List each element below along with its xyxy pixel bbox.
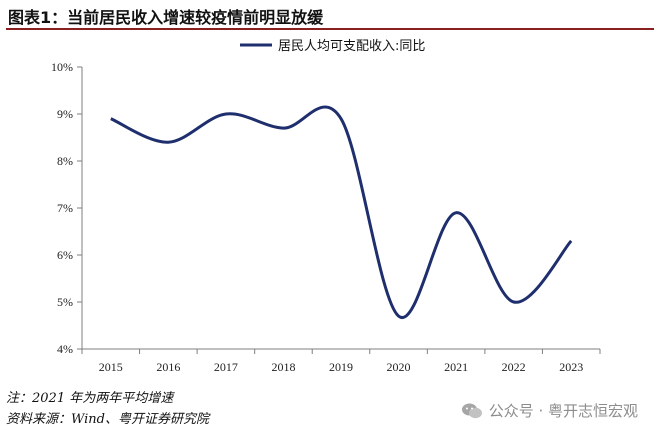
x-tick-label: 2023 xyxy=(559,360,583,374)
axes xyxy=(81,67,600,350)
x-tick-label: 2015 xyxy=(99,360,123,374)
x-tick-label: 2020 xyxy=(387,360,411,374)
x-axis-ticks: 2015 2016 2017 2018 2019 2020 2021 2022 2023 xyxy=(81,349,601,374)
x-tick-label: 2016 xyxy=(156,360,180,374)
wechat-icon xyxy=(461,402,483,420)
title-divider xyxy=(6,28,654,30)
y-tick-label: 7% xyxy=(57,201,73,215)
y-tick-label: 10% xyxy=(51,60,73,74)
legend: 居民人均可支配收入:同比 xyxy=(240,39,425,54)
watermark: 公众号 · 粤开志恒宏观 xyxy=(461,400,638,421)
x-tick-label: 2021 xyxy=(444,360,468,374)
series-line-income-growth xyxy=(110,105,573,319)
y-tick-label: 9% xyxy=(57,107,73,121)
chart-title: 图表1：当前居民收入增速较疫情前明显放缓 xyxy=(8,8,324,27)
source-note: 资料来源：Wind、粤开证券研究院 xyxy=(6,412,209,427)
x-tick-label: 2017 xyxy=(214,360,238,374)
x-tick-label: 2022 xyxy=(502,360,526,374)
y-tick-label: 8% xyxy=(57,154,73,168)
y-axis-ticks: 4% 5% 6% 7% 8% 9% 10% xyxy=(51,60,82,356)
y-tick-label: 6% xyxy=(57,248,73,262)
footnote: 注：2021 年为两年平均增速 xyxy=(6,391,174,406)
y-tick-label: 5% xyxy=(57,295,73,309)
x-tick-label: 2019 xyxy=(329,360,353,374)
x-tick-label: 2018 xyxy=(271,360,295,374)
y-tick-label: 4% xyxy=(57,342,73,356)
legend-label: 居民人均可支配收入:同比 xyxy=(278,39,425,54)
watermark-text: 公众号 · 粤开志恒宏观 xyxy=(488,402,638,420)
